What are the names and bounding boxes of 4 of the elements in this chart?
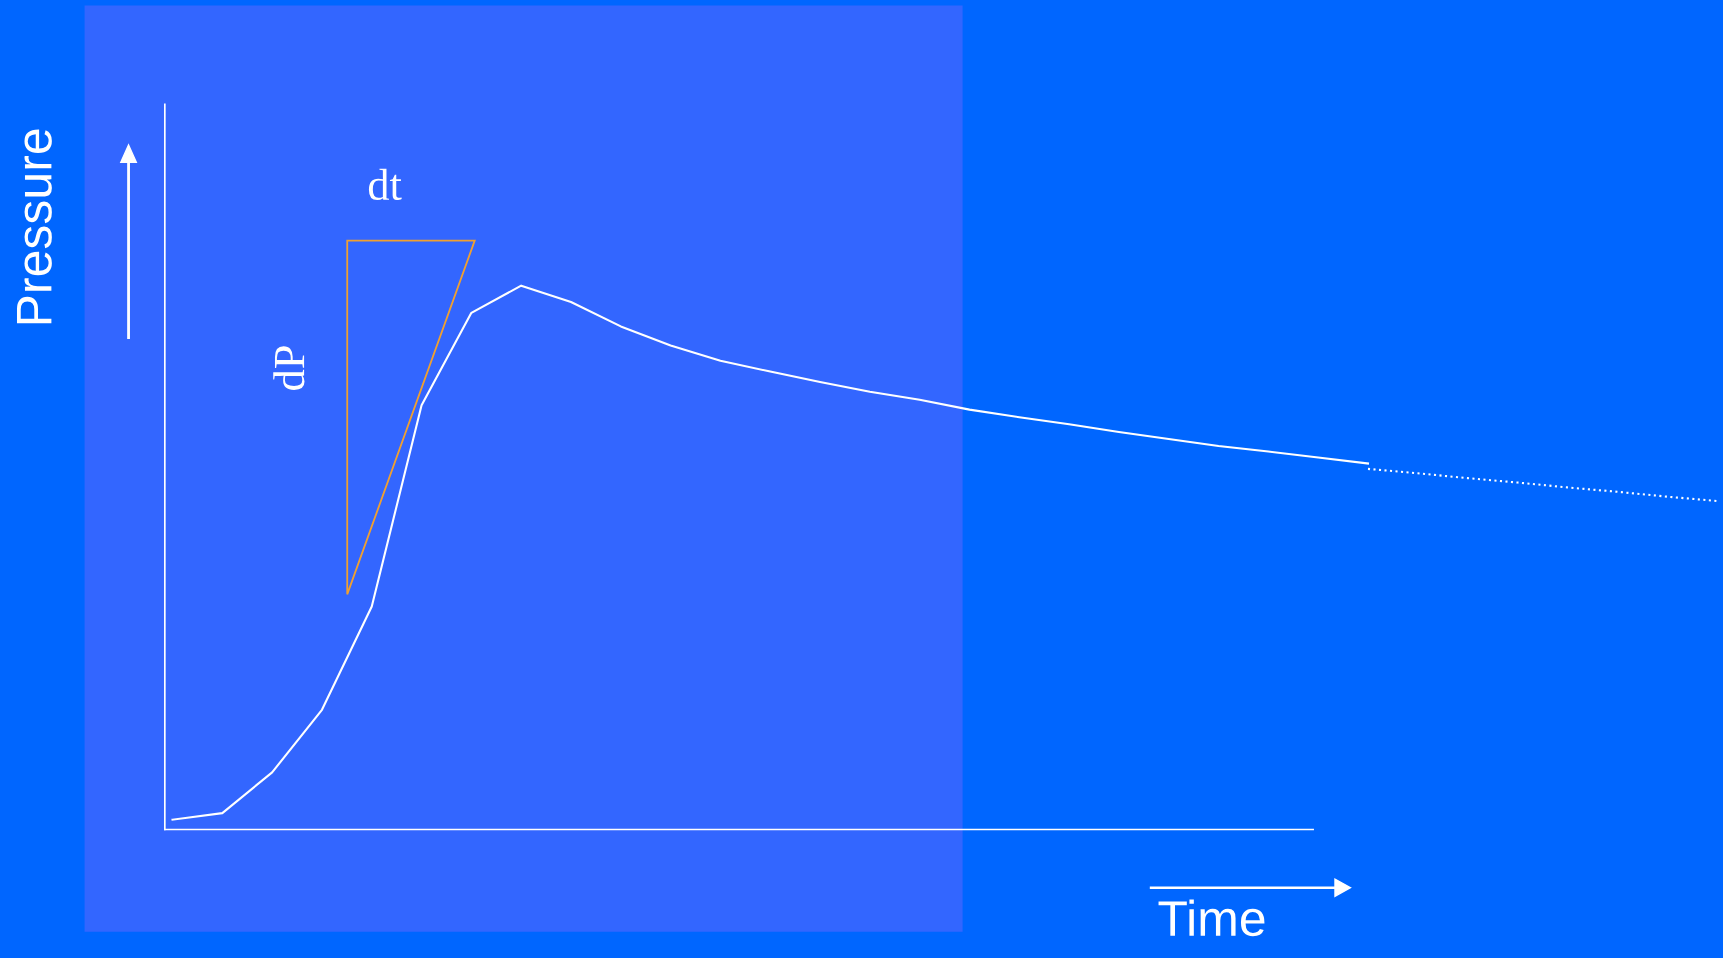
x-axis-title: Time: [1158, 899, 1265, 937]
y-axis-title: Pressure: [16, 129, 52, 324]
text: dt: [368, 168, 402, 201]
annotation: dP: [273, 346, 305, 390]
